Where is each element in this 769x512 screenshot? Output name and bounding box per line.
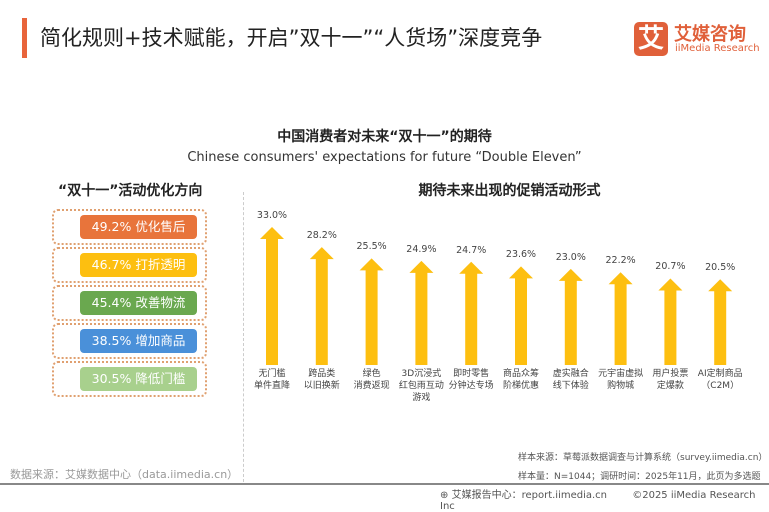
bar-arrow bbox=[359, 258, 384, 365]
optimization-item: 46.7% 打折透明 bbox=[52, 247, 207, 283]
bar-arrow bbox=[658, 278, 683, 365]
left-panel-title: “双十一”活动优化方向 bbox=[58, 183, 203, 199]
bar-arrow bbox=[459, 261, 484, 365]
logo-mark: 艾 bbox=[634, 22, 668, 56]
data-label: 20.7% bbox=[655, 261, 686, 273]
sample-info: 样本量：N=1044；调研时间：2025年11月，此页为多选题 bbox=[518, 472, 761, 482]
optimization-item: 38.5% 增加商品 bbox=[52, 323, 207, 359]
bar-arrow bbox=[309, 247, 334, 365]
optimization-pill: 49.2% 优化售后 bbox=[80, 215, 197, 239]
category-label: 即时零售 分钟达专场 bbox=[448, 369, 494, 391]
data-label: 24.9% bbox=[406, 243, 437, 255]
optimization-item: 45.4% 改善物流 bbox=[52, 285, 207, 321]
category-label: 用户投票 定爆款 bbox=[652, 369, 689, 391]
data-label: 20.5% bbox=[705, 262, 736, 274]
optimization-pill: 46.7% 打折透明 bbox=[80, 253, 197, 277]
data-label: 28.2% bbox=[306, 230, 337, 242]
optimization-pill: 45.4% 改善物流 bbox=[80, 291, 197, 315]
page-title: 简化规则+技术赋能，开启”双十一”“人货场”深度竞争 bbox=[40, 26, 543, 50]
bar-arrow bbox=[509, 266, 533, 365]
category-label: AI定制商品 （C2M） bbox=[697, 369, 743, 391]
report-link[interactable]: 艾媒报告中心：report.iimedia.cn bbox=[451, 490, 608, 501]
bar-arrow bbox=[608, 272, 633, 365]
category-label: 绿色 消费返现 bbox=[353, 369, 390, 391]
logo-en: iiMedia Research bbox=[675, 43, 760, 54]
data-label: 24.7% bbox=[456, 244, 487, 256]
bar-chart-title: 期待未来出现的促销活动形式 bbox=[418, 183, 601, 199]
category-label: 3D沉浸式 红包雨互动 游戏 bbox=[398, 369, 444, 403]
footer: ⊕ 艾媒报告中心：report.iimedia.cn ©2025 iiMedia… bbox=[440, 486, 769, 512]
chart-title: 中国消费者对未来“双十一”的期待 bbox=[277, 129, 492, 145]
chart-subtitle: Chinese consumers' expectations for futu… bbox=[187, 150, 582, 165]
data-label: 22.2% bbox=[605, 255, 636, 267]
bar-arrow bbox=[260, 227, 284, 365]
data-source: 数据来源：艾媒数据中心（data.iimedia.cn） bbox=[10, 468, 239, 481]
title-accent-bar bbox=[22, 18, 27, 58]
category-label: 跨品类 以旧换新 bbox=[303, 369, 340, 391]
data-label: 33.0% bbox=[256, 210, 288, 222]
category-label: 元宇宙虚拟 购物城 bbox=[598, 369, 644, 391]
data-label: 23.6% bbox=[505, 249, 537, 261]
footer-rule bbox=[0, 483, 769, 485]
optimization-item: 49.2% 优化售后 bbox=[52, 209, 207, 245]
category-label: 虚实融合 线下体验 bbox=[552, 369, 589, 391]
data-label: 23.0% bbox=[555, 251, 586, 263]
optimization-pill: 38.5% 增加商品 bbox=[80, 329, 197, 353]
divider bbox=[243, 192, 244, 482]
optimization-item: 30.5% 降低门槛 bbox=[52, 361, 207, 397]
data-label: 25.5% bbox=[356, 241, 387, 253]
bar-chart bbox=[260, 227, 733, 365]
bar-arrow bbox=[409, 260, 434, 365]
category-label: 无门槛 单件直降 bbox=[253, 369, 290, 391]
sample-source: 样本来源：草莓派数据调查与计算系统（survey.iimedia.cn） bbox=[518, 453, 768, 463]
globe-icon: ⊕ bbox=[440, 490, 449, 501]
bar-arrow bbox=[558, 268, 583, 365]
logo-cn: 艾媒咨询 bbox=[674, 24, 746, 45]
optimization-pill: 30.5% 降低门槛 bbox=[80, 367, 197, 391]
category-label: 商品众筹 阶梯优惠 bbox=[502, 369, 539, 391]
bar-arrow bbox=[708, 279, 733, 365]
